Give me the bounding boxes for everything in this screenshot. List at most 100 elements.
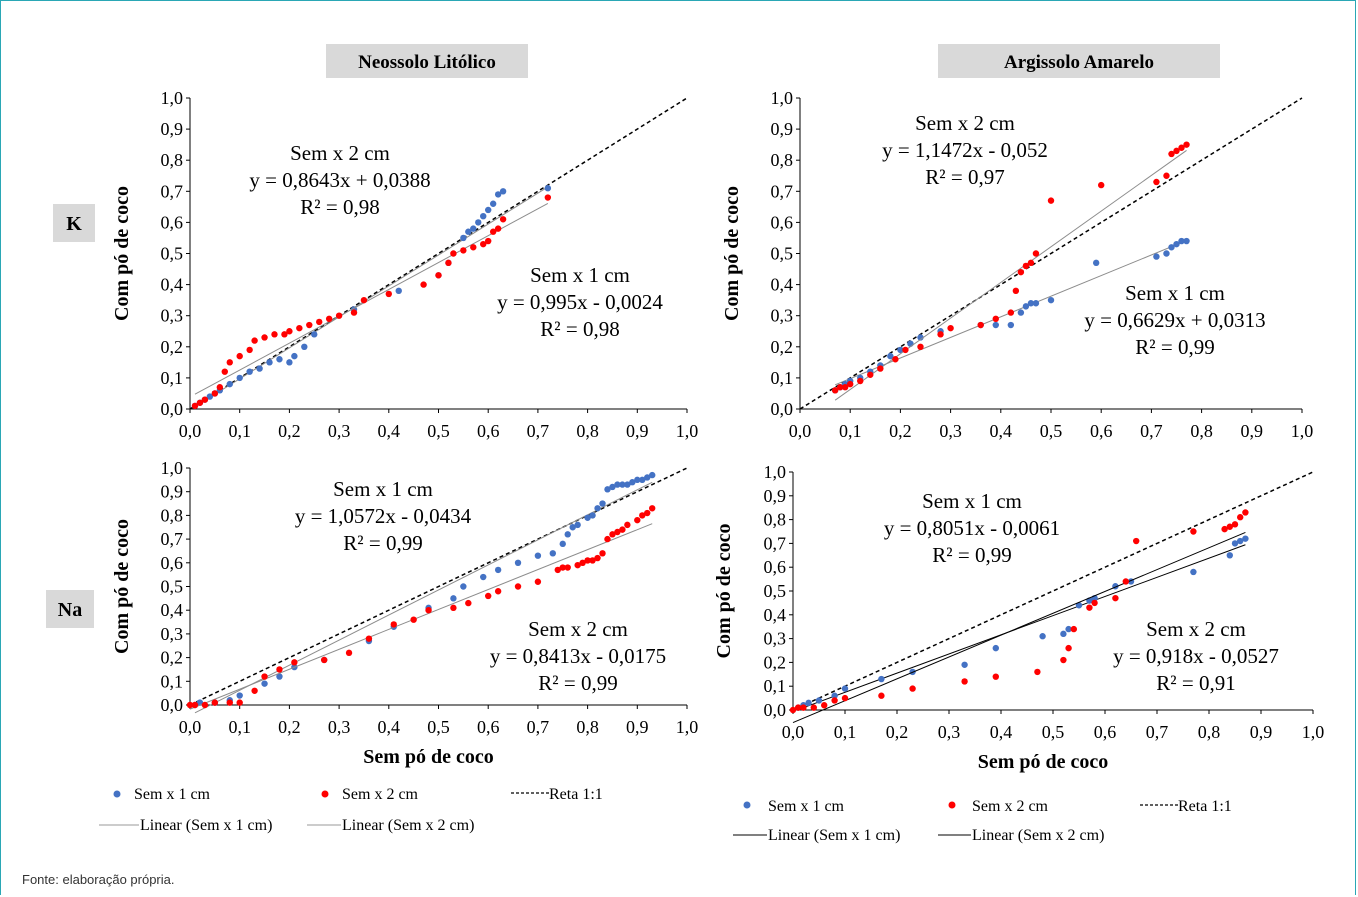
legend-right-ref: Reta 1:1 (1178, 798, 1232, 815)
x-tick-label: 0,1 (228, 421, 251, 441)
data-point-s1 (246, 368, 253, 375)
data-point-s1 (559, 540, 566, 548)
equation-annotation: Sem x 1 cm (333, 477, 433, 501)
data-point-s1 (1178, 237, 1185, 245)
y-axis-label: Com pó de coco (713, 524, 735, 659)
y-tick-label: 0,9 (771, 119, 794, 139)
data-point-s2 (499, 216, 507, 223)
data-point-s2 (191, 701, 199, 709)
data-point-s2 (201, 701, 209, 709)
x-tick-label: 0,5 (1040, 421, 1063, 441)
data-point-s1 (1163, 250, 1170, 257)
data-point-s1 (236, 374, 243, 382)
y-tick-label: 0,3 (764, 629, 787, 649)
x-tick-label: 0,9 (626, 421, 649, 441)
y-tick-label: 0,2 (771, 337, 794, 357)
y-tick-label: 0,2 (161, 337, 184, 357)
data-point-s2 (609, 531, 616, 538)
data-point-s1 (992, 321, 999, 329)
data-point-s2 (961, 678, 968, 685)
data-point-s1 (841, 685, 849, 692)
data-point-s1 (917, 334, 924, 341)
data-point-s1 (480, 212, 487, 220)
data-point-s2 (1242, 509, 1249, 516)
legend-right: Sem x 1 cm Sem x 2 cm Reta 1:1 Linear (S… (733, 798, 1232, 844)
data-point-s2 (316, 318, 323, 326)
data-point-s2 (221, 368, 228, 375)
data-point-s1 (450, 595, 457, 602)
data-point-s1 (1231, 540, 1239, 547)
reference-line-1-1 (189, 97, 688, 410)
data-point-s1 (256, 365, 263, 372)
data-point-s2 (564, 564, 571, 571)
data-point-s2 (460, 247, 467, 254)
data-point-s2 (649, 505, 656, 512)
data-point-s2 (236, 699, 243, 706)
data-point-s2 (841, 384, 849, 391)
row-label-na: Na (58, 599, 82, 621)
y-tick-label: 0,4 (161, 600, 184, 620)
y-tick-label: 0,3 (161, 624, 184, 644)
x-tick-label: 0,5 (427, 421, 450, 441)
y-tick-label: 0,7 (161, 181, 184, 201)
data-point-s1 (609, 483, 616, 491)
data-point-s1 (544, 184, 552, 192)
data-point-s2 (1163, 172, 1170, 179)
trendline-s1 (194, 481, 653, 714)
y-tick-label: 0,0 (771, 399, 794, 419)
data-point-s2 (639, 512, 646, 519)
y-tick-label: 0,0 (764, 700, 787, 720)
chart-NL-Na: 0,0 0,1 0,2 0,3 0,4 0,5 0,6 0,7 0,8 0,9 1,0 0,0 0,1 0… (111, 458, 698, 768)
data-point-s2 (1153, 178, 1160, 186)
data-point-s1 (629, 479, 636, 486)
x-tick-label: 0,7 (527, 717, 550, 737)
x-axis-label: Sem pó de coco (363, 746, 494, 768)
x-tick-label: 0,9 (1250, 722, 1273, 742)
x-tick-label: 0,4 (378, 421, 401, 441)
data-point-s2 (992, 673, 999, 680)
y-tick-label: 0,9 (161, 482, 184, 502)
data-point-s2 (992, 315, 999, 323)
data-point-s1 (301, 343, 308, 350)
x-tick-label: 0,8 (576, 717, 599, 737)
equation-annotation: Sem x 2 cm (528, 617, 628, 641)
data-point-s1 (1173, 240, 1180, 248)
x-tick-label: 0,5 (1042, 722, 1065, 742)
data-point-s1 (639, 476, 646, 484)
data-point-s2 (261, 673, 268, 680)
legend-left-s1: Sem x 1 cm (134, 786, 211, 803)
x-tick-label: 1,0 (676, 421, 699, 441)
y-tick-label: 0,5 (771, 244, 794, 264)
data-point-s1 (594, 505, 601, 512)
row-label-bg-k (53, 204, 95, 242)
data-point-s1 (485, 206, 492, 214)
legend-left-lin1: Linear (Sem x 1 cm) (140, 817, 272, 834)
data-point-s2 (624, 521, 631, 529)
legend-right-s1: Sem x 1 cm (768, 798, 845, 815)
y-tick-label: 0,9 (764, 486, 787, 506)
chart-NL-K: 0,0 0,1 0,2 0,3 0,4 0,5 0,6 0,7 0,8 0,9 1,0 0,0 0,1 0… (111, 88, 698, 441)
data-point-s2 (1065, 644, 1072, 652)
data-point-s2 (1086, 604, 1093, 611)
data-point-s1 (1007, 321, 1015, 329)
data-point-s1 (395, 287, 402, 295)
y-tick-label: 0,4 (764, 605, 787, 625)
x-tick-label: 0,3 (939, 421, 962, 441)
data-point-s2 (306, 321, 313, 329)
legend-left-s2: Sem x 2 cm (342, 786, 419, 803)
data-point-s1 (1017, 309, 1025, 316)
x-tick-label: 0,1 (228, 717, 251, 737)
data-point-s1 (286, 359, 293, 366)
trendline-s1 (798, 544, 1246, 711)
reference-line-1-1 (792, 471, 1314, 711)
data-point-s1 (907, 340, 914, 347)
equation-annotation: R² = 0,99 (1135, 335, 1214, 359)
data-point-s2 (494, 588, 502, 595)
equation-annotation: y = 0,6629x + 0,0313 (1084, 308, 1265, 332)
data-point-s2 (350, 309, 358, 316)
data-point-s2 (789, 706, 797, 714)
data-point-s2 (286, 328, 293, 335)
data-point-s2 (831, 697, 838, 704)
data-point-s1 (887, 352, 894, 360)
